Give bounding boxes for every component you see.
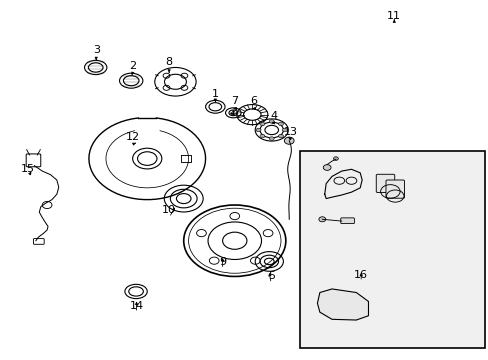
FancyBboxPatch shape <box>385 180 404 198</box>
Text: 11: 11 <box>386 11 401 21</box>
FancyBboxPatch shape <box>340 218 354 224</box>
Text: 5: 5 <box>267 271 274 282</box>
Text: 4: 4 <box>269 111 277 121</box>
FancyBboxPatch shape <box>375 174 394 193</box>
Circle shape <box>256 128 261 132</box>
Circle shape <box>333 157 338 160</box>
Circle shape <box>323 165 330 170</box>
Text: 6: 6 <box>250 96 257 107</box>
Circle shape <box>284 137 293 144</box>
Polygon shape <box>317 289 368 320</box>
Circle shape <box>282 128 287 132</box>
Text: 2: 2 <box>129 61 136 71</box>
Bar <box>300 152 484 348</box>
Circle shape <box>278 134 283 138</box>
Text: 10: 10 <box>162 205 176 215</box>
Text: 16: 16 <box>353 270 367 280</box>
Text: 8: 8 <box>165 57 172 67</box>
Text: 13: 13 <box>283 127 297 137</box>
Circle shape <box>318 217 325 222</box>
Circle shape <box>269 137 274 140</box>
Text: 12: 12 <box>125 132 140 142</box>
Text: 1: 1 <box>211 89 218 99</box>
Circle shape <box>278 122 283 126</box>
Text: 15: 15 <box>21 164 35 174</box>
Text: 9: 9 <box>219 257 226 267</box>
Text: 7: 7 <box>231 96 238 107</box>
Circle shape <box>260 122 264 126</box>
Text: 3: 3 <box>93 45 100 55</box>
Circle shape <box>260 134 264 138</box>
Text: 14: 14 <box>129 301 143 311</box>
Circle shape <box>269 120 274 123</box>
